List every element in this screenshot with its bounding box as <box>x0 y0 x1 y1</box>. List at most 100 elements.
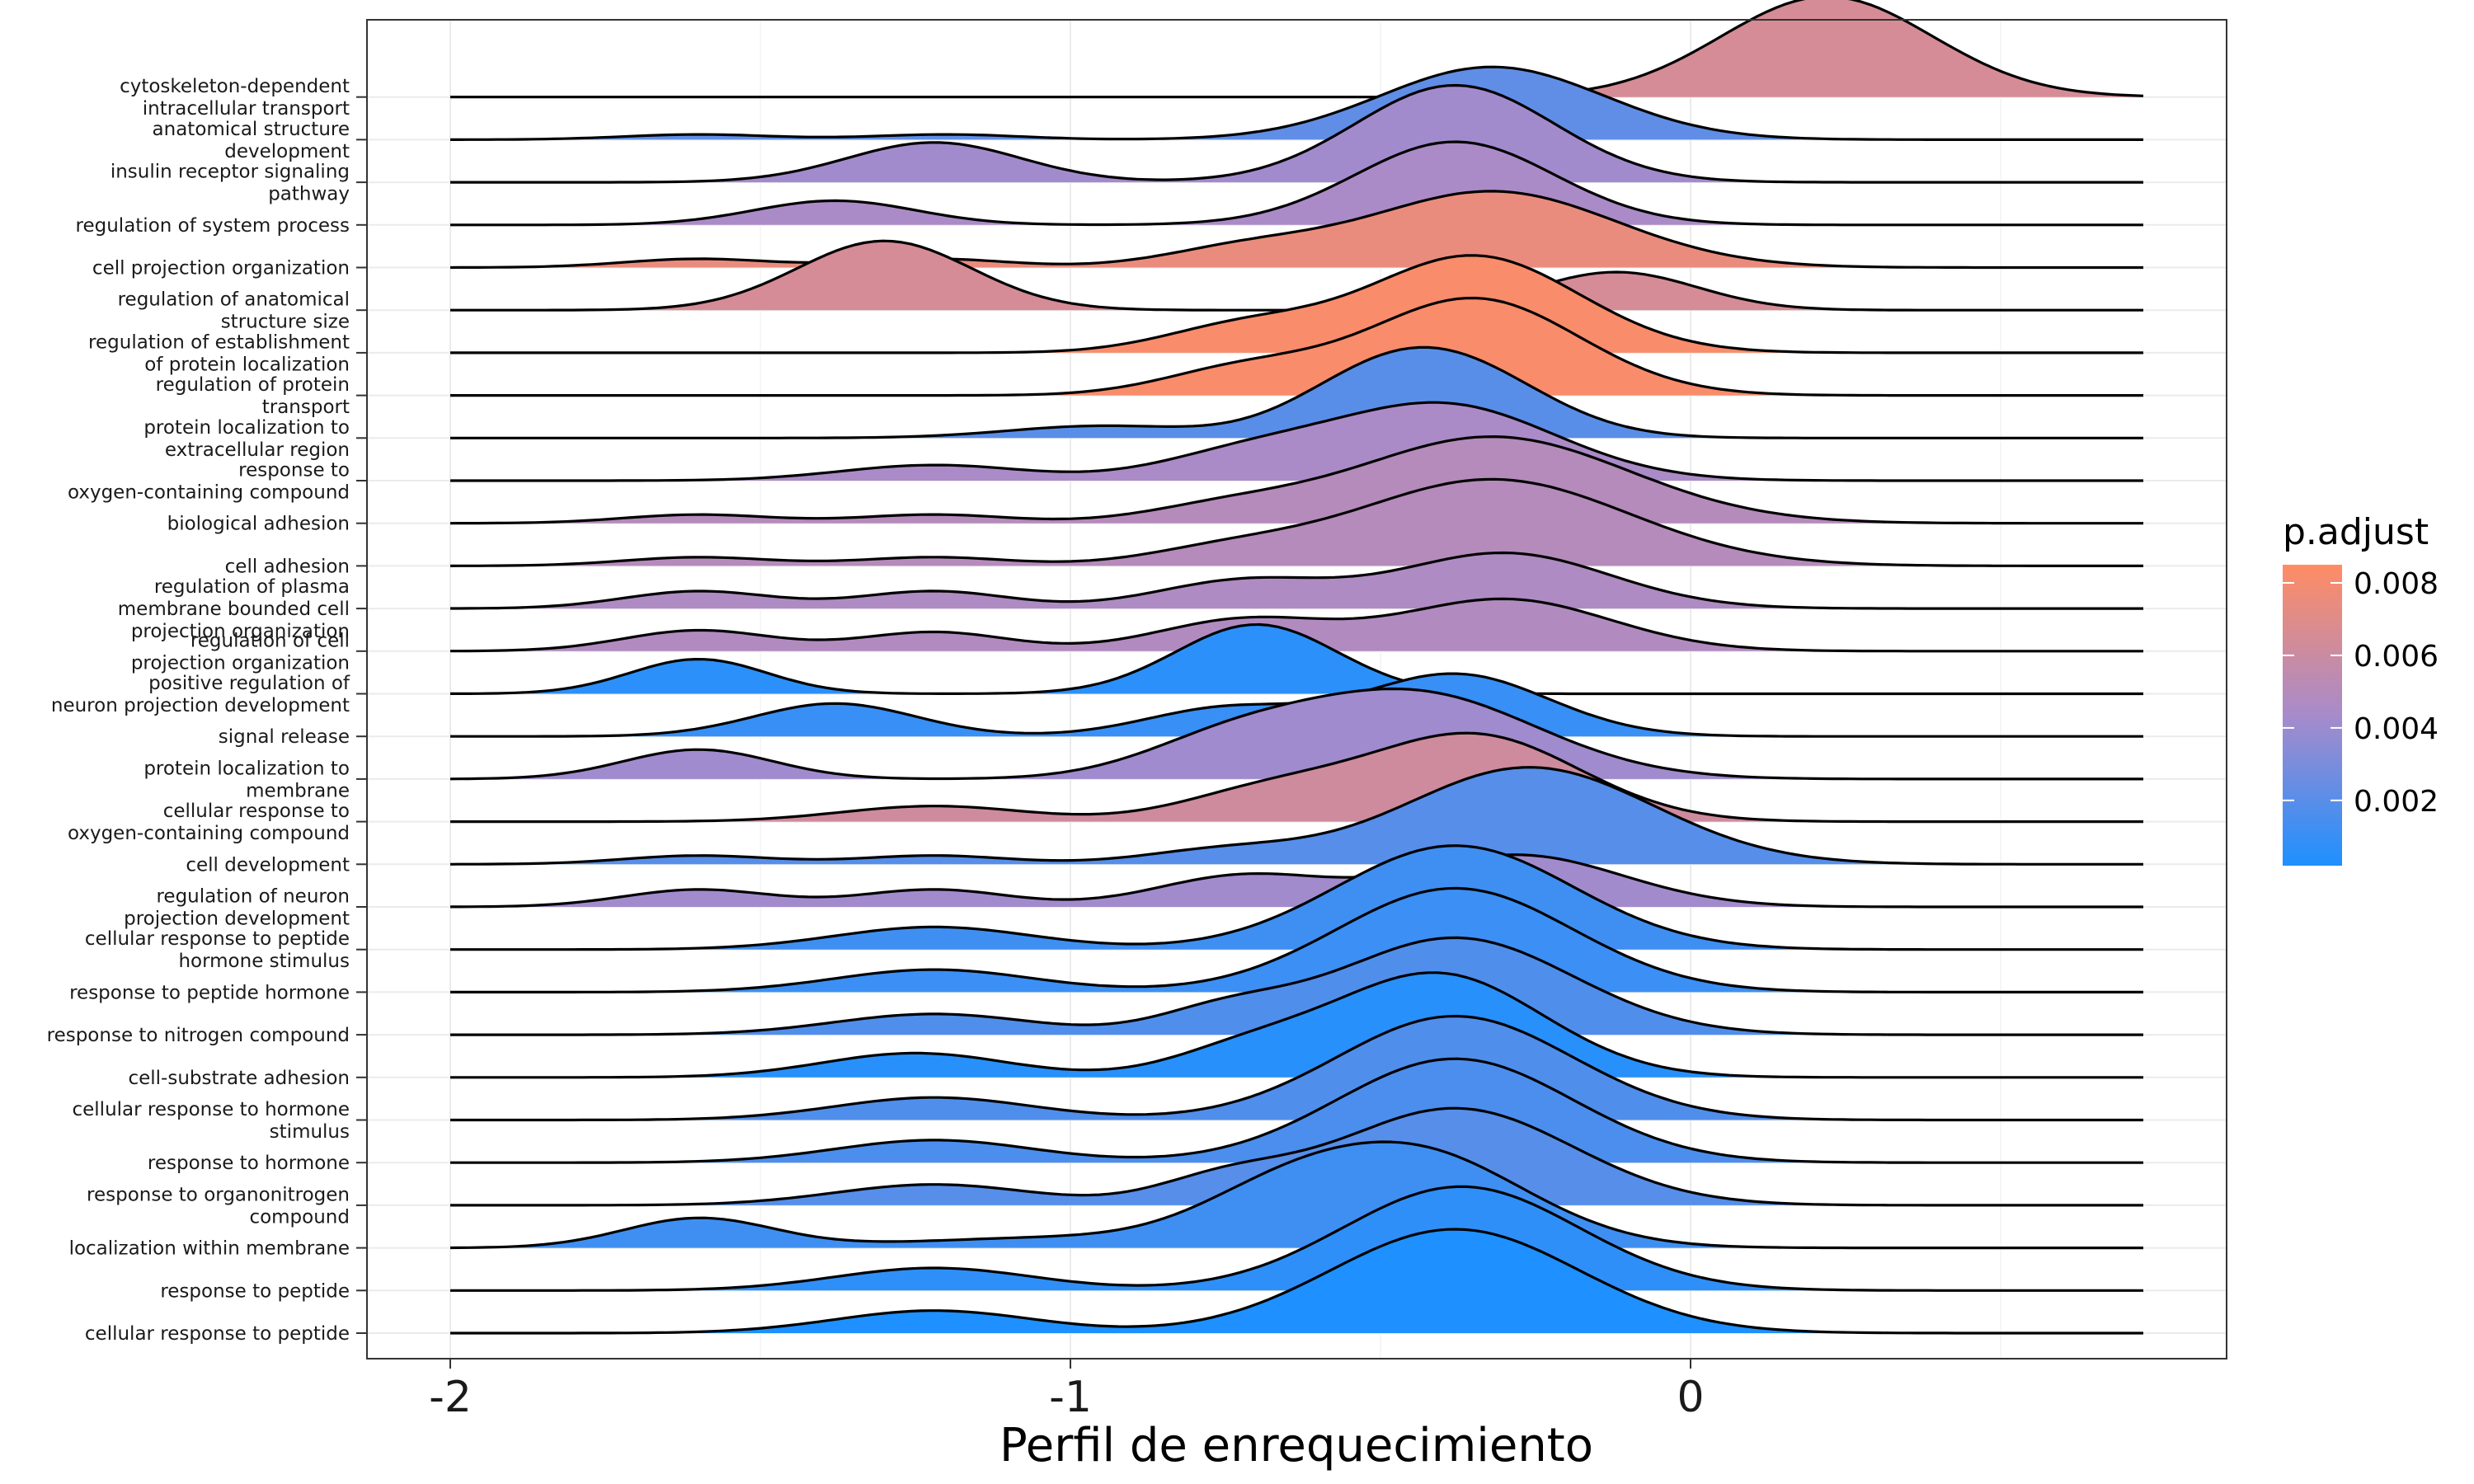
ridge-outline <box>450 936 2143 1036</box>
y-tick-label-line: transport <box>262 397 350 418</box>
legend-tick-label: 0.002 <box>2354 785 2439 819</box>
ridge-row <box>450 345 2143 439</box>
ridge-area <box>450 1016 2143 1120</box>
ridge-row <box>450 853 2143 909</box>
ridge-outline <box>449 477 2143 567</box>
ridge-outline <box>450 886 2143 993</box>
x-tick-label: 0 <box>1677 1373 1704 1422</box>
y-tick-label-line: cytoskeleton-dependent <box>120 76 350 97</box>
y-tick-label: cell projection organization <box>92 258 350 279</box>
plot-border <box>366 19 2227 1360</box>
y-tick-label-line: regulation of neuron <box>156 886 350 908</box>
ridge-row <box>449 190 2143 270</box>
ridge-outline <box>450 1057 2143 1164</box>
ridge-row <box>450 1014 2143 1122</box>
ridge-area <box>450 972 2143 1078</box>
ridge-row <box>450 65 2143 141</box>
ridge-area <box>450 402 2143 481</box>
y-tick-label-line: protein localization to <box>143 758 350 779</box>
ridge-area <box>450 1229 2143 1333</box>
y-tick-label-line: localization within membrane <box>69 1238 350 1260</box>
ridge-area <box>450 733 2143 822</box>
y-tick-label: response to oxygen-containing compound <box>68 460 350 504</box>
legend-tick-label: 0.006 <box>2354 640 2439 674</box>
ridge-row <box>449 1140 2143 1250</box>
ridge-outline <box>450 971 2143 1079</box>
legend-tick-label: 0.008 <box>2354 567 2439 601</box>
y-tick-label-line: regulation of cell <box>190 630 350 651</box>
y-tick-label: cell-substrate adhesion <box>128 1068 350 1089</box>
y-tick-label: regulation of establishment of protein lo… <box>88 331 350 375</box>
y-tick-label-line: cellular response to peptide <box>85 1323 350 1345</box>
y-tick-label-line: projection development <box>124 909 350 930</box>
y-tick-label: regulation of anatomical structure size <box>118 289 350 333</box>
y-tick-label-line: cellular response to peptide <box>85 928 350 950</box>
y-tick-label-line: response to nitrogen compound <box>47 1025 350 1046</box>
x-tick-label: -1 <box>1049 1373 1092 1422</box>
y-tick-label-line: regulation of system process <box>76 215 350 237</box>
y-tick-label-line: projection organization <box>131 621 350 642</box>
ridge-area <box>450 1186 2143 1291</box>
y-tick-label-line: response to <box>238 460 350 481</box>
y-tick-label-line: oxygen-containing compound <box>68 823 350 844</box>
y-tick-label-line: projection organization <box>131 652 350 674</box>
ridge-outline <box>450 551 2143 610</box>
y-tick-label: response to organonitrogen compound <box>87 1184 350 1228</box>
y-tick-label: signal release <box>219 726 350 748</box>
y-tick-label-line: oxygen-containing compound <box>68 482 350 504</box>
ridge-area <box>450 190 2143 268</box>
y-tick-label-line: insulin receptor signaling <box>111 162 350 183</box>
ridge-outline <box>449 1140 2143 1250</box>
ridge-area <box>450 241 2143 311</box>
ridge-area <box>450 688 2143 779</box>
ridge-row <box>450 83 2143 184</box>
ridge-outline <box>450 296 2143 397</box>
ridge-area <box>450 888 2143 993</box>
ridge-row <box>450 551 2143 610</box>
y-tick-label-line: signal release <box>219 726 350 748</box>
ridge-row <box>450 886 2143 993</box>
x-tick-label: -2 <box>429 1373 472 1422</box>
y-tick-label: response to peptide hormone <box>69 982 350 1003</box>
ridge-outline <box>450 401 2143 482</box>
ridge-outline <box>450 1185 2143 1292</box>
y-tick-label: regulation of plasma membrane bounded cel… <box>118 576 350 642</box>
ridge-row <box>449 687 2143 781</box>
ridge-area <box>450 599 2143 651</box>
ridge-row <box>450 140 2143 227</box>
legend-colorbar <box>2283 565 2342 866</box>
y-tick-label: cell development <box>186 854 350 876</box>
ridge-area <box>450 1108 2143 1205</box>
ridge-row <box>450 936 2143 1036</box>
ridge-area <box>450 1142 2143 1248</box>
ridge-row <box>450 844 2143 951</box>
y-tick-label-line: intracellular transport <box>143 98 350 120</box>
ridge-outline <box>450 1014 2143 1122</box>
ridge-row <box>450 1057 2143 1164</box>
y-tick-label: biological adhesion <box>167 514 350 535</box>
y-tick-label: response to hormone <box>148 1153 350 1174</box>
y-tick-label-line: extracellular region <box>165 439 350 461</box>
ridge-outline <box>450 1228 2143 1335</box>
ridge-outline <box>449 190 2143 270</box>
y-tick-label: regulation of protein transport <box>156 374 350 418</box>
ridge-outline <box>450 254 2143 355</box>
y-tick-label-line: development <box>224 141 350 162</box>
y-tick-label-line: biological adhesion <box>167 514 350 535</box>
legend-ticks: 0.002 0.004 0.006 0.008 <box>2283 567 2439 819</box>
ridge-area <box>450 624 2143 694</box>
y-tick-label-line: response to peptide <box>160 1280 350 1302</box>
ridge-area <box>450 845 2143 950</box>
ridge-outline <box>449 766 2143 866</box>
y-tick-label: anatomical structure development <box>153 119 350 162</box>
ridge-row <box>450 622 2143 696</box>
y-tick-label: cellular response to hormone stimulus <box>73 1099 350 1143</box>
y-tick-label-line: of protein localization <box>144 354 350 375</box>
y-tick-label-line: cell development <box>186 854 350 876</box>
y-tick-label-line: anatomical structure <box>153 119 350 140</box>
y-tick-label: regulation of system process <box>76 215 350 237</box>
ridge-row <box>450 254 2143 355</box>
y-tick-label: response to nitrogen compound <box>47 1025 350 1046</box>
y-tick-label: insulin receptor signaling pathway <box>111 162 350 205</box>
